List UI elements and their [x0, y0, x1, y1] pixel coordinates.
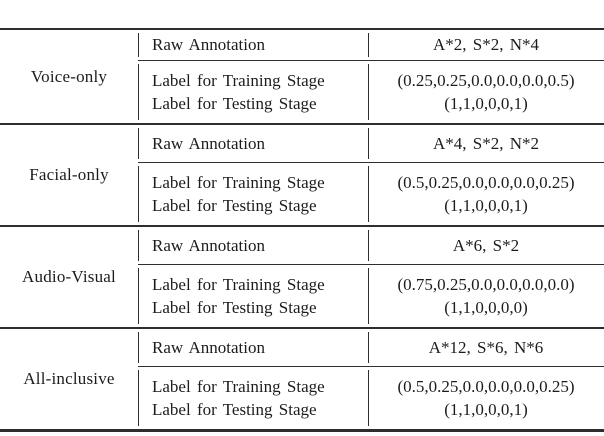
- row-label-raw-annotation: Raw Annotation: [137, 227, 368, 265]
- section-label: All-inclusive: [23, 369, 115, 388]
- row-label-raw-annotation: Raw Annotation: [137, 329, 368, 367]
- table-section-facial-only: Facial-only Raw Annotation A*4, S*2, N*2…: [0, 123, 604, 225]
- stage-row-values: (0.25,0.25,0.0,0.0,0.0,0.5) (1,1,0,0,0,1…: [367, 61, 604, 123]
- row-label-testing-stage: Label for Testing Stage: [152, 298, 317, 317]
- section-label: Audio-Visual: [22, 267, 116, 286]
- testing-stage-value: (1,1,0,0,0,0): [444, 298, 528, 317]
- table-section-voice-only: Voice-only Raw Annotation A*2, S*2, N*4 …: [0, 28, 604, 123]
- stage-row-values: (0.5,0.25,0.0,0.0,0.0,0.25) (1,1,0,0,0,1…: [367, 163, 604, 225]
- training-stage-value: (0.5,0.25,0.0,0.0,0.0,0.25): [397, 173, 575, 192]
- raw-annotation-value: A*2, S*2, N*4: [367, 30, 604, 61]
- row-label-training-stage: Label for Training Stage: [152, 377, 325, 396]
- raw-annotation-value: A*4, S*2, N*2: [367, 125, 604, 163]
- raw-annotation-value: A*6, S*2: [367, 227, 604, 265]
- section-label: Voice-only: [30, 66, 108, 86]
- testing-stage-value: (1,1,0,0,0,1): [444, 400, 528, 419]
- stage-row-labels: Label for Training Stage Label for Testi…: [137, 163, 368, 225]
- stage-row-values: (0.75,0.25,0.0,0.0,0.0,0.0) (1,1,0,0,0,0…: [367, 265, 604, 327]
- stage-row-labels: Label for Training Stage Label for Testi…: [137, 367, 368, 429]
- stage-row-labels: Label for Training Stage Label for Testi…: [137, 61, 368, 123]
- raw-annotation-value: A*12, S*6, N*6: [367, 329, 604, 367]
- training-stage-value: (0.5,0.25,0.0,0.0,0.0,0.25): [397, 377, 575, 396]
- row-label-testing-stage: Label for Testing Stage: [152, 94, 317, 113]
- table-section-all-inclusive: All-inclusive Raw Annotation A*12, S*6, …: [0, 327, 604, 429]
- annotation-label-table: Voice-only Raw Annotation A*2, S*2, N*4 …: [0, 28, 604, 432]
- training-stage-value: (0.75,0.25,0.0,0.0,0.0,0.0): [397, 275, 575, 294]
- row-label-training-stage: Label for Training Stage: [152, 71, 325, 90]
- training-stage-value: (0.25,0.25,0.0,0.0,0.0,0.5): [397, 71, 575, 90]
- testing-stage-value: (1,1,0,0,0,1): [444, 196, 528, 215]
- row-label-testing-stage: Label for Testing Stage: [152, 196, 317, 215]
- table-section-audio-visual: Audio-Visual Raw Annotation A*6, S*2 Lab…: [0, 225, 604, 327]
- section-label: Facial-only: [29, 165, 109, 184]
- row-label-raw-annotation: Raw Annotation: [137, 30, 368, 61]
- row-label-training-stage: Label for Training Stage: [152, 173, 325, 192]
- testing-stage-value: (1,1,0,0,0,1): [444, 94, 528, 113]
- row-label-testing-stage: Label for Testing Stage: [152, 400, 317, 419]
- row-label-training-stage: Label for Training Stage: [152, 275, 325, 294]
- row-label-raw-annotation: Raw Annotation: [137, 125, 368, 163]
- stage-row-values: (0.5,0.25,0.0,0.0,0.0,0.25) (1,1,0,0,0,1…: [367, 367, 604, 429]
- stage-row-labels: Label for Training Stage Label for Testi…: [137, 265, 368, 327]
